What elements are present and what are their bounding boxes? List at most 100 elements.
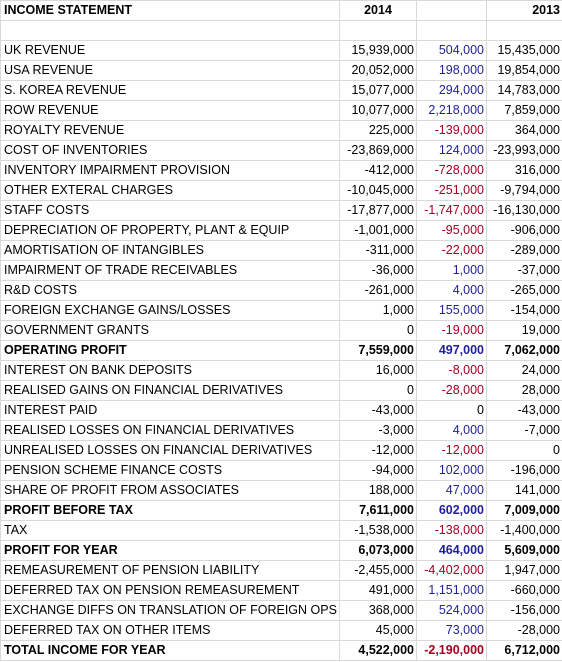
value-2014[interactable]: 10,077,000 <box>339 100 417 121</box>
variance-value[interactable]: -12,000 <box>416 440 487 461</box>
variance-value[interactable]: 1,151,000 <box>416 580 487 601</box>
value-2013[interactable]: 6,712,000 <box>486 640 562 661</box>
value-2013[interactable]: -289,000 <box>486 240 562 261</box>
value-2013[interactable]: -154,000 <box>486 300 562 321</box>
row-label[interactable]: S. KOREA REVENUE <box>0 80 340 101</box>
value-2013[interactable]: -156,000 <box>486 600 562 621</box>
row-label[interactable]: DEFERRED TAX ON PENSION REMEASUREMENT <box>0 580 340 601</box>
blank-cell[interactable] <box>486 20 562 41</box>
row-label[interactable]: COST OF INVENTORIES <box>0 140 340 161</box>
value-2013[interactable]: 19,854,000 <box>486 60 562 81</box>
value-2013[interactable]: -9,794,000 <box>486 180 562 201</box>
value-2013[interactable]: 24,000 <box>486 360 562 381</box>
row-label[interactable]: REMEASUREMENT OF PENSION LIABILITY <box>0 560 340 581</box>
variance-value[interactable]: -19,000 <box>416 320 487 341</box>
value-2013[interactable]: -265,000 <box>486 280 562 301</box>
value-2014[interactable]: 368,000 <box>339 600 417 621</box>
variance-value[interactable]: -22,000 <box>416 240 487 261</box>
row-label[interactable]: UK REVENUE <box>0 40 340 61</box>
value-2014[interactable]: -94,000 <box>339 460 417 481</box>
variance-value[interactable]: 198,000 <box>416 60 487 81</box>
value-2013[interactable]: 15,435,000 <box>486 40 562 61</box>
value-2014[interactable]: -10,045,000 <box>339 180 417 201</box>
row-label[interactable]: OPERATING PROFIT <box>0 340 340 361</box>
variance-value[interactable]: -2,190,000 <box>416 640 487 661</box>
value-2014[interactable]: -412,000 <box>339 160 417 181</box>
year-prior-header[interactable]: 2013 <box>486 0 562 21</box>
value-2013[interactable]: -906,000 <box>486 220 562 241</box>
value-2014[interactable]: 20,052,000 <box>339 60 417 81</box>
value-2014[interactable]: -17,877,000 <box>339 200 417 221</box>
value-2014[interactable]: -1,001,000 <box>339 220 417 241</box>
value-2014[interactable]: -3,000 <box>339 420 417 441</box>
value-2013[interactable]: 5,609,000 <box>486 540 562 561</box>
row-label[interactable]: DEFERRED TAX ON OTHER ITEMS <box>0 620 340 641</box>
value-2014[interactable]: -23,869,000 <box>339 140 417 161</box>
variance-value[interactable]: -138,000 <box>416 520 487 541</box>
variance-value[interactable]: 124,000 <box>416 140 487 161</box>
blank-cell[interactable] <box>0 20 340 41</box>
value-2014[interactable]: 0 <box>339 380 417 401</box>
row-label[interactable]: TAX <box>0 520 340 541</box>
row-label[interactable]: INVENTORY IMPAIRMENT PROVISION <box>0 160 340 181</box>
value-2013[interactable]: 28,000 <box>486 380 562 401</box>
variance-value[interactable]: 504,000 <box>416 40 487 61</box>
variance-value[interactable]: 602,000 <box>416 500 487 521</box>
value-2014[interactable]: -2,455,000 <box>339 560 417 581</box>
value-2013[interactable]: -37,000 <box>486 260 562 281</box>
variance-value[interactable]: 497,000 <box>416 340 487 361</box>
value-2014[interactable]: 15,077,000 <box>339 80 417 101</box>
row-label[interactable]: STAFF COSTS <box>0 200 340 221</box>
row-label[interactable]: GOVERNMENT GRANTS <box>0 320 340 341</box>
value-2013[interactable]: 0 <box>486 440 562 461</box>
value-2013[interactable]: -28,000 <box>486 620 562 641</box>
blank-cell[interactable] <box>416 20 487 41</box>
value-2014[interactable]: -36,000 <box>339 260 417 281</box>
value-2013[interactable]: -43,000 <box>486 400 562 421</box>
row-label[interactable]: TOTAL INCOME FOR YEAR <box>0 640 340 661</box>
value-2014[interactable]: 6,073,000 <box>339 540 417 561</box>
value-2013[interactable]: 14,783,000 <box>486 80 562 101</box>
value-2014[interactable]: -261,000 <box>339 280 417 301</box>
variance-header-cell[interactable] <box>416 0 487 21</box>
variance-value[interactable]: 464,000 <box>416 540 487 561</box>
row-label[interactable]: R&D COSTS <box>0 280 340 301</box>
variance-value[interactable]: 524,000 <box>416 600 487 621</box>
row-label[interactable]: IMPAIRMENT OF TRADE RECEIVABLES <box>0 260 340 281</box>
row-label[interactable]: FOREIGN EXCHANGE GAINS/LOSSES <box>0 300 340 321</box>
value-2014[interactable]: 45,000 <box>339 620 417 641</box>
variance-value[interactable]: 4,000 <box>416 420 487 441</box>
row-label[interactable]: EXCHANGE DIFFS ON TRANSLATION OF FOREIGN… <box>0 600 340 621</box>
year-current-header[interactable]: 2014 <box>339 0 417 21</box>
variance-value[interactable]: -4,402,000 <box>416 560 487 581</box>
row-label[interactable]: PROFIT FOR YEAR <box>0 540 340 561</box>
value-2013[interactable]: 1,947,000 <box>486 560 562 581</box>
row-label[interactable]: PENSION SCHEME FINANCE COSTS <box>0 460 340 481</box>
value-2014[interactable]: 491,000 <box>339 580 417 601</box>
value-2014[interactable]: 1,000 <box>339 300 417 321</box>
variance-value[interactable]: 155,000 <box>416 300 487 321</box>
value-2014[interactable]: 7,559,000 <box>339 340 417 361</box>
variance-value[interactable]: 1,000 <box>416 260 487 281</box>
row-label[interactable]: DEPRECIATION OF PROPERTY, PLANT & EQUIP <box>0 220 340 241</box>
variance-value[interactable]: -95,000 <box>416 220 487 241</box>
row-label[interactable]: INTEREST PAID <box>0 400 340 421</box>
variance-value[interactable]: -139,000 <box>416 120 487 141</box>
variance-value[interactable]: -251,000 <box>416 180 487 201</box>
value-2013[interactable]: 7,062,000 <box>486 340 562 361</box>
row-label[interactable]: REALISED GAINS ON FINANCIAL DERIVATIVES <box>0 380 340 401</box>
variance-value[interactable]: 47,000 <box>416 480 487 501</box>
value-2013[interactable]: -660,000 <box>486 580 562 601</box>
value-2013[interactable]: -1,400,000 <box>486 520 562 541</box>
value-2014[interactable]: -12,000 <box>339 440 417 461</box>
variance-value[interactable]: 2,218,000 <box>416 100 487 121</box>
variance-value[interactable]: -28,000 <box>416 380 487 401</box>
statement-title[interactable]: INCOME STATEMENT <box>0 0 340 21</box>
row-label[interactable]: USA REVENUE <box>0 60 340 81</box>
value-2014[interactable]: 4,522,000 <box>339 640 417 661</box>
value-2014[interactable]: 225,000 <box>339 120 417 141</box>
value-2014[interactable]: 16,000 <box>339 360 417 381</box>
value-2013[interactable]: 7,859,000 <box>486 100 562 121</box>
variance-value[interactable]: -728,000 <box>416 160 487 181</box>
row-label[interactable]: INTEREST ON BANK DEPOSITS <box>0 360 340 381</box>
